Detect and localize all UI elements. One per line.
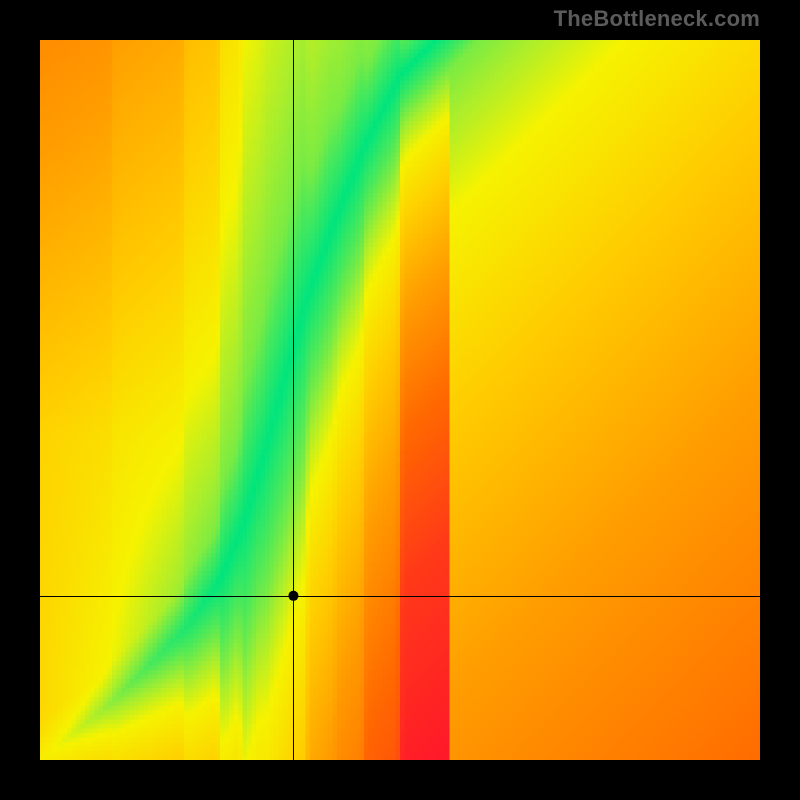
figure-container: TheBottleneck.com: [0, 0, 800, 800]
attribution-label: TheBottleneck.com: [554, 6, 760, 32]
crosshair-overlay: [40, 40, 760, 760]
